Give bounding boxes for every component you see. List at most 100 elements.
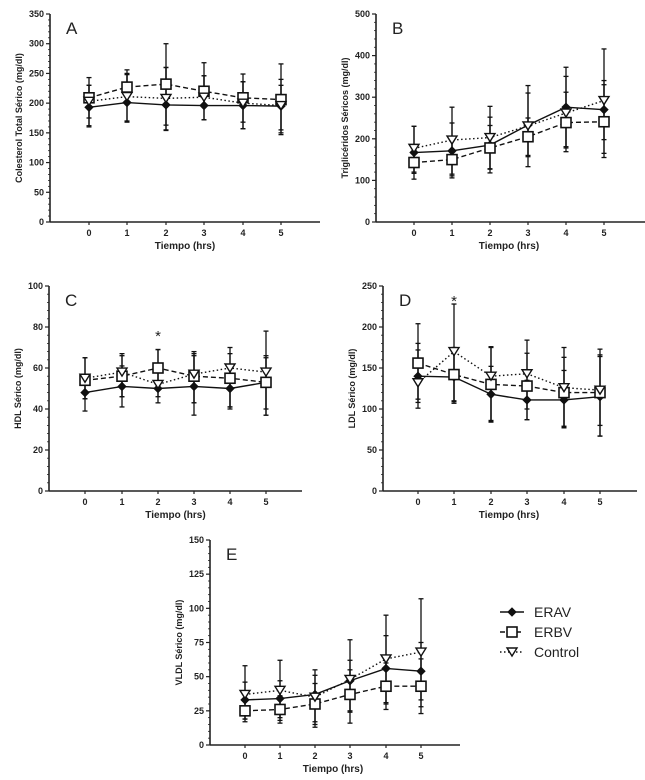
data-point-erav [240,695,250,705]
data-point-erbv [412,357,424,369]
error-bars-erav [411,66,607,177]
x-tick-label: 4 [561,497,566,507]
x-tick-label: 2 [163,228,168,238]
data-point-control [484,371,498,382]
series-line-erav [413,106,605,154]
x-axis-label: Tiempo (hrs) [145,510,205,521]
data-point-control [115,367,129,378]
series-line-erbv [88,83,282,101]
x-tick-label: 2 [487,228,492,238]
y-tick-label: 500 [355,9,370,19]
data-point-control [274,100,288,111]
data-point-control [411,378,425,389]
data-point-control [407,143,421,154]
data-point-erav [447,146,457,156]
series-line-control [244,651,422,698]
data-point-control [151,379,165,390]
data-point-erbv [415,680,427,693]
y-tick-label: 0 [372,486,377,496]
data-point-erbv [560,116,572,129]
data-point-control [223,363,237,374]
legend: ERAV ERBV Control [500,604,579,660]
error-bars-control [82,346,269,416]
y-tick-label: 50 [194,672,204,682]
x-tick-label: 4 [240,228,245,238]
data-point-control [187,369,201,380]
data-point-control [273,685,287,696]
y-axis-label: Colesterol Total Sérico (mg/dl) [14,53,24,183]
legend-label: ERBV [534,624,573,640]
panel-letter: A [66,19,78,38]
data-point-control [236,98,250,109]
data-point-erbv [521,380,533,392]
y-tick-label: 60 [33,363,43,373]
data-point-control [597,95,611,106]
x-tick-label: 0 [242,751,247,761]
y-tick-label: 125 [189,569,204,579]
data-point-control [120,91,134,102]
series-line-erav [84,381,267,394]
legend-entry-control: Control [500,644,579,660]
x-tick-label: 0 [86,228,91,238]
x-tick-label: 3 [347,751,352,761]
data-point-erbv [260,376,272,389]
legend-marker [507,607,517,617]
legend-label: ERAV [534,604,572,620]
x-tick-label: 1 [119,497,124,507]
series-line-erbv [413,121,605,164]
data-point-erbv [121,81,133,93]
data-point-erav [599,104,609,115]
data-point-control [557,382,571,394]
error-bars-control [242,598,424,726]
significance-asterisk: * [451,293,457,310]
data-point-control [483,132,497,143]
panel-letter: D [399,291,411,310]
y-tick-label: 100 [189,603,204,613]
data-point-erav [80,387,90,398]
x-tick-label: 5 [418,751,423,761]
data-point-erbv [408,156,420,169]
series-line-control [84,367,267,386]
y-tick-label: 50 [34,187,44,197]
x-tick-label: 3 [525,228,530,238]
data-point-erav [117,381,127,392]
data-point-control [197,92,211,103]
series-line-erbv [244,685,421,712]
data-point-control [343,674,357,685]
x-tick-label: 1 [277,751,282,761]
x-tick-label: 3 [524,497,529,507]
error-bars-control [86,66,284,132]
data-point-erav [122,97,132,108]
y-tick-label: 25 [194,706,204,716]
data-point-erbv [598,115,610,128]
y-axis-label: HDL Sérico (mg/dl) [13,348,23,429]
data-point-control [259,367,273,378]
error-bars-erav [82,355,269,416]
y-tick-label: 400 [355,51,370,61]
y-tick-label: 200 [362,322,377,332]
y-axis-label: Triglicéridos Séricos (mg/dl) [340,57,350,178]
y-tick-label: 250 [29,68,44,78]
data-point-control [379,654,393,665]
legend-label: Control [534,644,579,660]
error-bars-control [415,303,603,437]
data-point-control [520,369,534,380]
data-point-control [238,689,252,700]
x-tick-label: 4 [383,751,388,761]
data-point-erbv [160,78,172,90]
data-point-erav [522,395,532,405]
x-tick-label: 3 [201,228,206,238]
y-tick-label: 100 [362,404,377,414]
data-point-control [308,692,322,703]
series-line-control [417,350,601,391]
data-point-erbv [380,680,392,693]
y-tick-label: 40 [33,404,43,414]
x-tick-label: 5 [597,497,602,507]
series-line-erbv [417,362,600,394]
panel-letter: B [392,19,403,38]
x-tick-label: 4 [563,228,568,238]
x-axis-label: Tiempo (hrs) [479,510,539,521]
error-bars-erav [242,635,424,723]
y-tick-label: 200 [29,98,44,108]
